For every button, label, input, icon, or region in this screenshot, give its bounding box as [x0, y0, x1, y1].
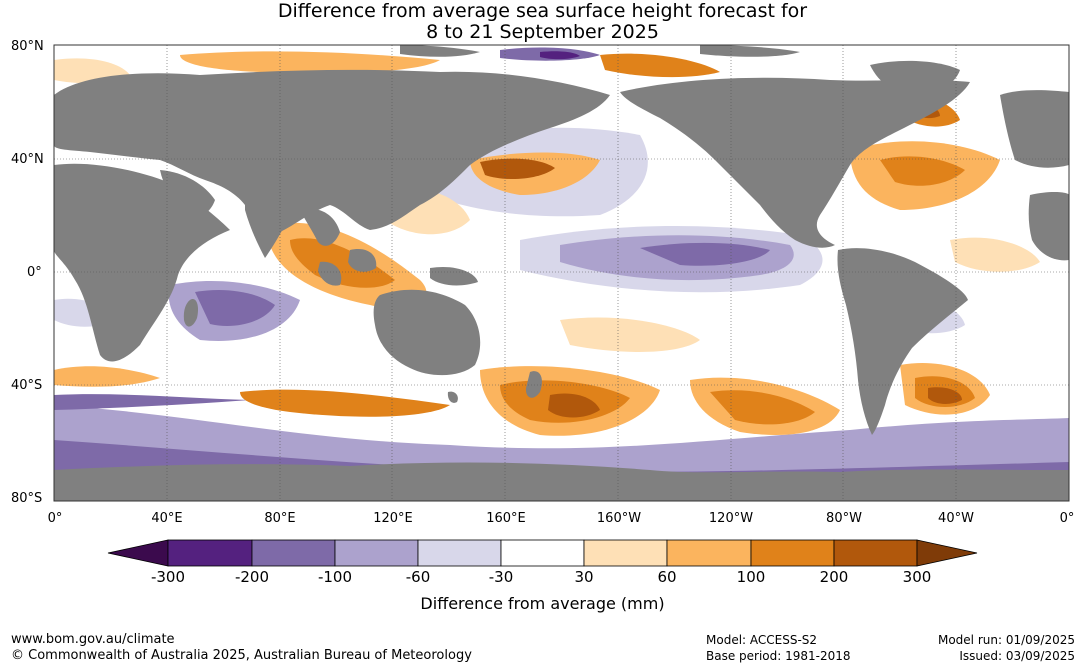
lon-label-160e: 160°E: [486, 511, 526, 526]
lon-label-160w: 160°W: [596, 511, 642, 526]
colorbar-tick-label: 60: [657, 568, 677, 586]
colorbar-extend-max: [916, 539, 978, 567]
lon-label-80w: 80°W: [826, 511, 862, 526]
lat-label-0: 0°: [27, 265, 42, 280]
colorbar: [107, 539, 978, 567]
lat-label-80s: 80°S: [11, 491, 43, 506]
lat-label-80n: 80°N: [11, 39, 44, 54]
colorbar-bin-1: [167, 539, 253, 567]
graticule-lines: [54, 45, 1069, 501]
lat-label-40s: 40°S: [11, 378, 43, 393]
colorbar-bin-9: [833, 539, 918, 567]
footer-model-run: Model run: 01/09/2025: [937, 633, 1075, 647]
lon-label-40e: 40°E: [151, 511, 183, 526]
colorbar-bin-8: [750, 539, 835, 567]
lon-label-0-right: 0°: [1059, 511, 1075, 526]
colorbar-bin-2: [251, 539, 336, 567]
colorbar-bin-4: [417, 539, 502, 567]
sea-level-anomaly-map: [53, 44, 1070, 502]
lon-label-0-left: 0°: [47, 511, 63, 526]
colorbar-tick-label: -30: [488, 568, 514, 586]
lat-label-40n: 40°N: [11, 152, 44, 167]
colorbar-label: Difference from average (mm): [420, 594, 665, 613]
land-masses: [54, 45, 1069, 501]
footer-issued: Issued: 03/09/2025: [959, 649, 1075, 663]
colorbar-tick-label: 200: [819, 568, 849, 586]
colorbar-tick-label: 300: [902, 568, 932, 586]
colorbar-tick-label: -300: [150, 568, 186, 586]
footer-base-period: Base period: 1981-2018: [706, 649, 851, 663]
colorbar-tick-label: -200: [234, 568, 270, 586]
colorbar-bin-7: [666, 539, 752, 567]
colorbar-bin-6: [583, 539, 668, 567]
lon-label-120w: 120°W: [708, 511, 754, 526]
colorbar-extend-min: [107, 539, 169, 567]
colorbar-bin-5: [500, 539, 585, 567]
map-title-line-1: Difference from average sea surface heig…: [277, 0, 808, 22]
footer-model: Model: ACCESS-S2: [706, 633, 818, 647]
colorbar-tick-label: -100: [317, 568, 353, 586]
map-title-line-2: 8 to 21 September 2025: [426, 21, 659, 43]
colorbar-tick-label: 100: [736, 568, 766, 586]
colorbar-tick-label: -60: [405, 568, 431, 586]
lon-label-120e: 120°E: [373, 511, 413, 526]
colorbar-bin-3: [334, 539, 419, 567]
footer-url[interactable]: www.bom.gov.au/climate: [11, 632, 175, 647]
map-frame: [53, 44, 1070, 502]
footer-copyright: © Commonwealth of Australia 2025, Austra…: [11, 648, 472, 663]
lon-label-40w: 40°W: [938, 511, 974, 526]
colorbar-tick-label: 30: [574, 568, 594, 586]
lon-label-80e: 80°E: [264, 511, 296, 526]
